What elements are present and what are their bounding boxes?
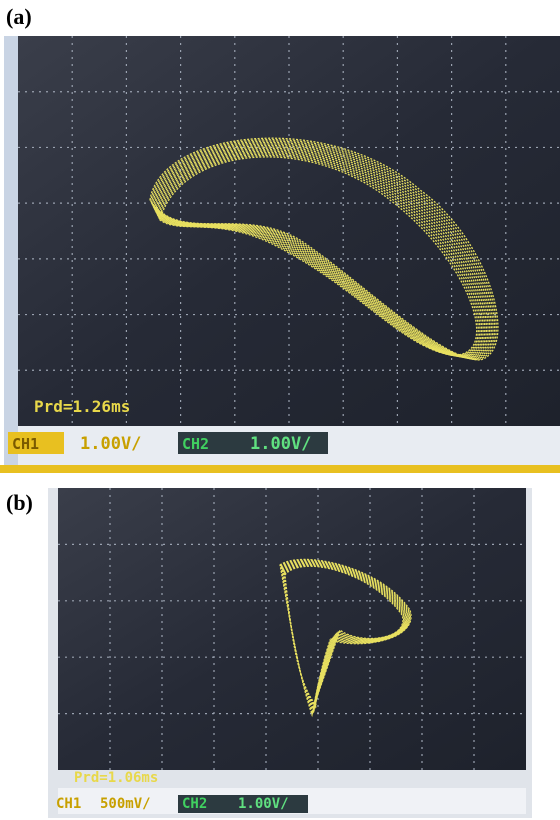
ch2-name: CH2 xyxy=(182,796,207,812)
page: (a) Prd=1.26ms CH1 1.00V/ CH2 1.00V/ (b)… xyxy=(0,0,560,820)
bottom-strip xyxy=(0,465,560,473)
panel-label: (a) xyxy=(6,4,32,29)
ch2-name: CH2 xyxy=(182,435,209,453)
ch1-name: CH1 xyxy=(56,796,81,812)
figure: (a) Prd=1.26ms CH1 1.00V/ CH2 1.00V/ (b)… xyxy=(0,0,560,820)
readout: Prd=1.06ms xyxy=(74,770,158,786)
ch2-scale: 1.00V/ xyxy=(238,796,289,812)
readout: Prd=1.26ms xyxy=(34,397,130,416)
screen xyxy=(18,36,560,426)
ch1-scale: 1.00V/ xyxy=(80,434,141,454)
ch1-scale: 500mV/ xyxy=(100,796,151,812)
ch2-scale: 1.00V/ xyxy=(250,434,311,454)
ch1-name: CH1 xyxy=(12,435,39,453)
panel-label: (b) xyxy=(6,490,33,515)
